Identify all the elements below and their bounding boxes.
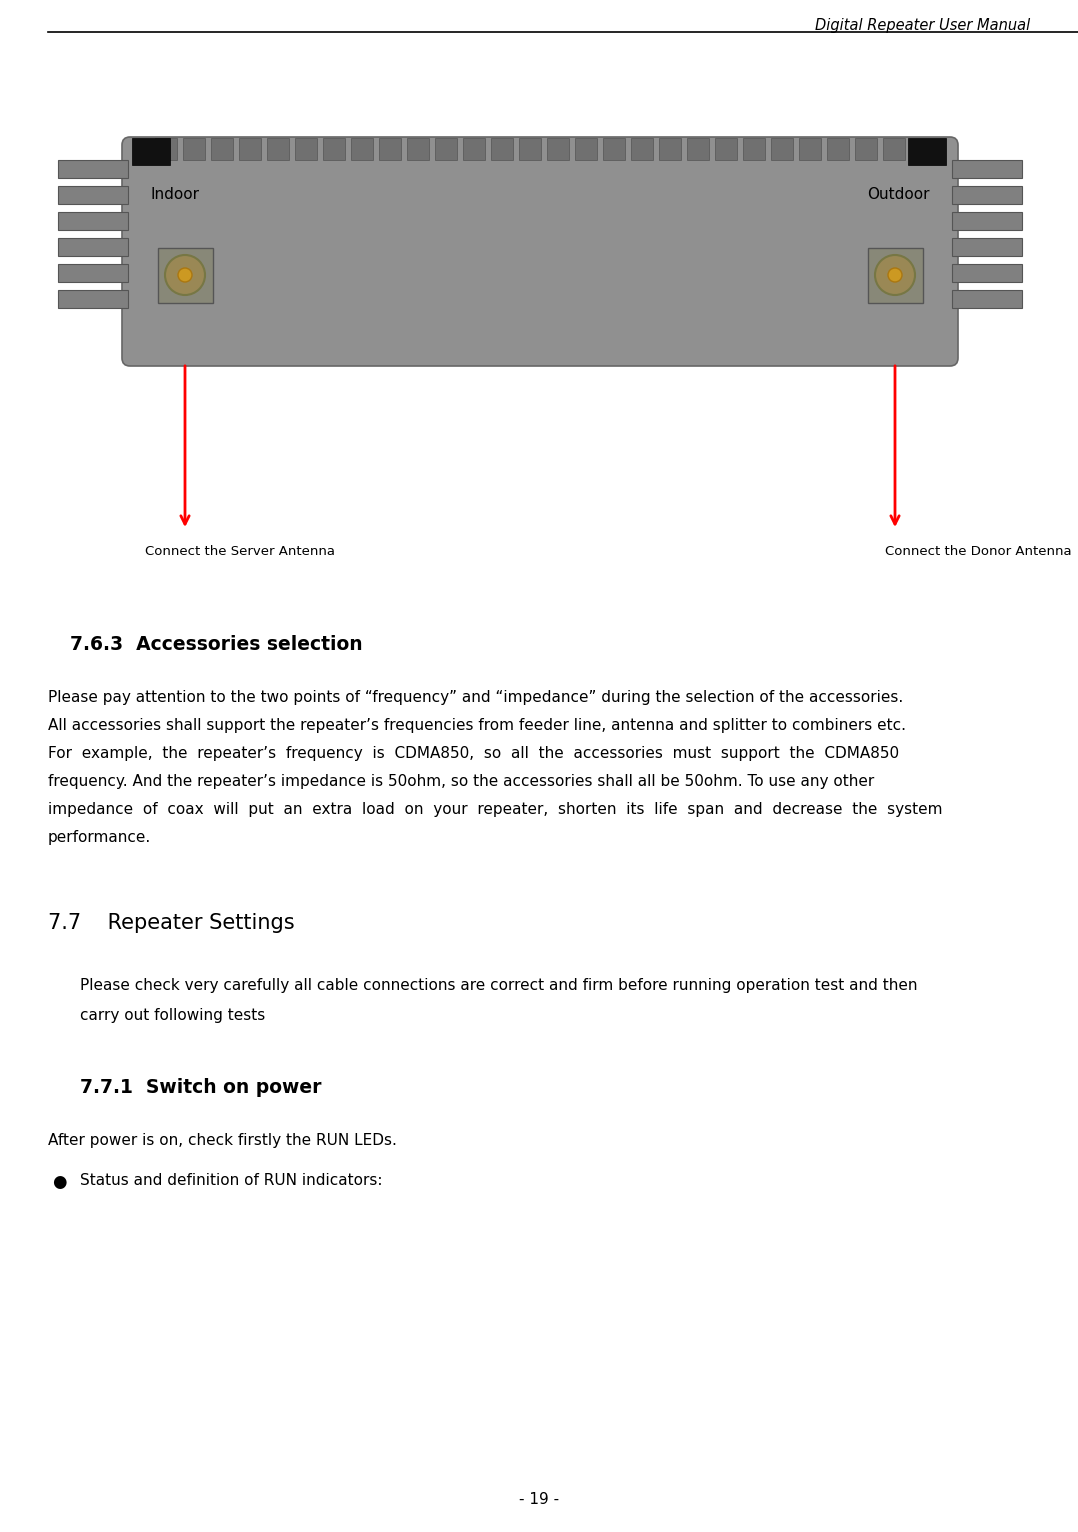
Bar [58, 185, 128, 204]
Text: Indoor: Indoor [150, 187, 199, 202]
Bar [158, 248, 213, 303]
Bar [490, 138, 513, 159]
Bar [868, 248, 923, 303]
Bar [58, 290, 128, 308]
Bar [952, 237, 1022, 256]
Bar [462, 138, 485, 159]
Bar [295, 138, 317, 159]
Bar [952, 264, 1022, 282]
Bar [827, 138, 849, 159]
FancyBboxPatch shape [122, 136, 958, 366]
Text: carry out following tests: carry out following tests [80, 1008, 265, 1023]
Text: performance.: performance. [49, 830, 151, 846]
Text: 7.7.1  Switch on power: 7.7.1 Switch on power [80, 1079, 321, 1097]
Bar [952, 290, 1022, 308]
Bar [436, 138, 457, 159]
Bar [239, 138, 261, 159]
Circle shape [178, 268, 192, 282]
Bar [659, 138, 681, 159]
Bar [687, 138, 709, 159]
Bar [323, 138, 345, 159]
Bar [799, 138, 821, 159]
Text: All accessories shall support the repeater’s frequencies from feeder line, anten: All accessories shall support the repeat… [49, 719, 906, 732]
Text: Please check very carefully all cable connections are correct and firm before ru: Please check very carefully all cable co… [80, 977, 917, 993]
Bar [952, 211, 1022, 230]
Bar [132, 138, 170, 165]
Bar [351, 138, 373, 159]
Bar [267, 138, 289, 159]
Bar [743, 138, 765, 159]
Bar [407, 138, 429, 159]
Bar [952, 185, 1022, 204]
Text: For  example,  the  repeater’s  frequency  is  CDMA850,  so  all  the  accessori: For example, the repeater’s frequency is… [49, 746, 899, 761]
Text: ●: ● [52, 1174, 67, 1190]
Bar [855, 138, 877, 159]
Circle shape [888, 268, 902, 282]
Bar [771, 138, 793, 159]
Text: Digital Repeater User Manual: Digital Repeater User Manual [815, 18, 1029, 34]
Bar [58, 237, 128, 256]
Bar [715, 138, 737, 159]
Text: Please pay attention to the two points of “frequency” and “impedance” during the: Please pay attention to the two points o… [49, 689, 903, 705]
Text: impedance  of  coax  will  put  an  extra  load  on  your  repeater,  shorten  i: impedance of coax will put an extra load… [49, 801, 942, 817]
Bar [908, 138, 946, 165]
Text: Connect the Donor Antenna: Connect the Donor Antenna [885, 545, 1072, 558]
Bar [379, 138, 401, 159]
Bar [183, 138, 205, 159]
Bar [547, 138, 569, 159]
Bar [603, 138, 625, 159]
Bar [58, 264, 128, 282]
Circle shape [875, 254, 915, 296]
Text: Connect the Server Antenna: Connect the Server Antenna [146, 545, 335, 558]
Bar [155, 138, 177, 159]
Text: Status and definition of RUN indicators:: Status and definition of RUN indicators: [80, 1174, 383, 1187]
Bar [575, 138, 597, 159]
Text: Outdoor: Outdoor [868, 187, 930, 202]
Circle shape [165, 254, 205, 296]
Bar [58, 159, 128, 178]
Text: - 19 -: - 19 - [519, 1492, 559, 1507]
Bar [631, 138, 653, 159]
Bar [519, 138, 541, 159]
Text: 7.6.3  Accessories selection: 7.6.3 Accessories selection [70, 634, 362, 654]
Text: After power is on, check firstly the RUN LEDs.: After power is on, check firstly the RUN… [49, 1134, 397, 1147]
Bar [952, 159, 1022, 178]
Bar [58, 211, 128, 230]
Text: 7.7    Repeater Settings: 7.7 Repeater Settings [49, 913, 294, 933]
Bar [883, 138, 906, 159]
Text: frequency. And the repeater’s impedance is 50ohm, so the accessories shall all b: frequency. And the repeater’s impedance … [49, 774, 874, 789]
Bar [211, 138, 233, 159]
